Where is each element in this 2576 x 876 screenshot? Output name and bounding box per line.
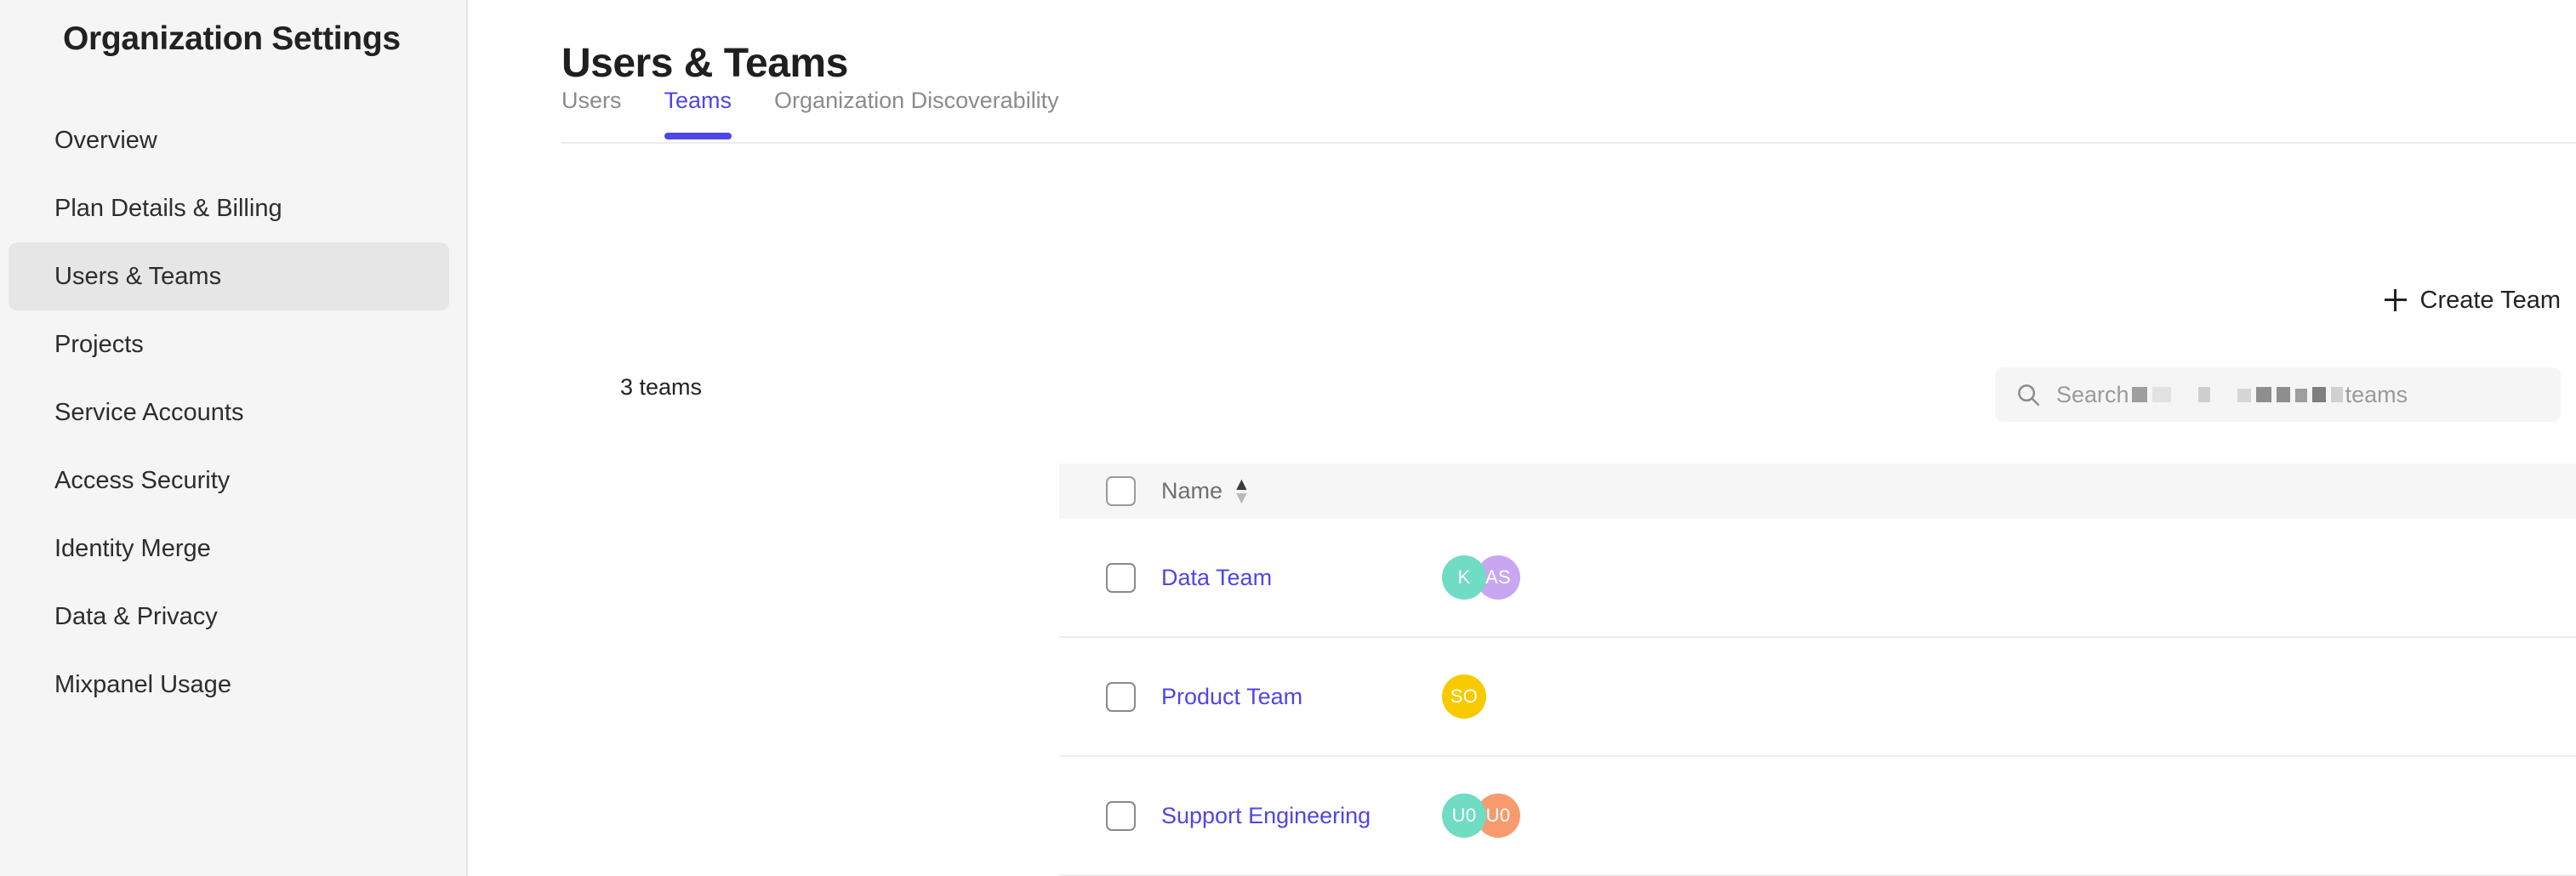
search-icon xyxy=(2018,384,2040,407)
select-all-checkbox[interactable] xyxy=(1106,476,1136,506)
team-count-label: 3 teams xyxy=(620,374,703,400)
redacted-text-block xyxy=(2151,386,2171,402)
row-checkbox[interactable] xyxy=(1106,681,1136,712)
teams-table: Name ▲ ▼ Data Team K AS Product Team SO Suppo… xyxy=(1059,464,2576,876)
search-placeholder: Search teams xyxy=(2056,382,2408,408)
redacted-text-block xyxy=(2294,388,2307,402)
team-name-cell: Product Team xyxy=(1161,684,1442,710)
select-all-cell xyxy=(1059,476,1161,506)
sidebar-item-users-teams[interactable]: Users & Teams xyxy=(9,242,449,310)
avatar-initials: K xyxy=(1457,566,1471,588)
sidebar-nav: Overview Plan Details & Billing Users & Te… xyxy=(0,106,466,719)
sidebar-item-label: Users & Teams xyxy=(54,262,222,290)
team-name-cell: Data Team xyxy=(1161,565,1442,591)
tab-divider xyxy=(561,142,2576,144)
row-select-cell xyxy=(1059,681,1161,712)
column-header-name-label: Name xyxy=(1161,478,1223,503)
table-header-row: Name ▲ ▼ xyxy=(1059,464,2576,519)
team-members-cell: K AS xyxy=(1442,555,2576,600)
table-row: Data Team K AS xyxy=(1059,519,2576,638)
table-row: Product Team SO xyxy=(1059,638,2576,757)
table-body: Data Team K AS Product Team SO Support Engine… xyxy=(1059,519,2576,876)
sidebar-item-projects[interactable]: Projects xyxy=(9,310,449,378)
redacted-text-block xyxy=(2330,386,2343,402)
avatar[interactable]: U0 xyxy=(1442,794,1486,838)
page-title: Users & Teams xyxy=(561,41,848,87)
team-name-link[interactable]: Data Team xyxy=(1161,564,1273,590)
avatar-initials: U0 xyxy=(1485,805,1511,826)
team-name-cell: Support Engineering xyxy=(1161,803,1442,829)
sidebar-item-plan-details-billing[interactable]: Plan Details & Billing xyxy=(9,174,449,242)
sidebar-item-service-accounts[interactable]: Service Accounts xyxy=(9,378,449,447)
sidebar-item-label: Service Accounts xyxy=(54,398,244,426)
search-placeholder-suffix: teams xyxy=(2345,381,2408,407)
sidebar-item-label: Plan Details & Billing xyxy=(54,194,282,222)
row-select-cell xyxy=(1059,800,1161,831)
row-checkbox[interactable] xyxy=(1106,800,1136,831)
sidebar-item-label: Identity Merge xyxy=(54,534,211,562)
main-content: Users & Teams Users Teams Organization Dis… xyxy=(468,0,2576,876)
sidebar-item-identity-merge[interactable]: Identity Merge xyxy=(9,515,449,583)
row-checkbox[interactable] xyxy=(1106,562,1136,593)
tab-organization-discoverability[interactable]: Organization Discoverability xyxy=(774,81,1059,139)
avatar-group: SO xyxy=(1442,674,1486,719)
avatar-initials: SO xyxy=(1450,685,1479,707)
sidebar-item-label: Mixpanel Usage xyxy=(54,670,231,698)
search-placeholder-prefix: Search xyxy=(2056,381,2129,407)
search-input[interactable]: Search teams xyxy=(1995,367,2561,422)
sidebar: Organization Settings Overview Plan Detai… xyxy=(0,0,468,876)
sidebar-item-data-privacy[interactable]: Data & Privacy xyxy=(9,583,449,651)
row-select-cell xyxy=(1059,562,1161,593)
tab-label: Organization Discoverability xyxy=(774,88,1059,113)
tab-bar: Users Teams Organization Discoverability xyxy=(561,81,2576,142)
tab-users[interactable]: Users xyxy=(561,81,622,139)
team-name-link[interactable]: Product Team xyxy=(1161,683,1303,709)
create-team-button[interactable]: Create Team xyxy=(2384,278,2562,322)
column-header-name[interactable]: Name ▲ ▼ xyxy=(1161,475,1442,508)
sidebar-item-overview[interactable]: Overview xyxy=(9,106,449,174)
table-toolbar: 3 teams Search teams xyxy=(561,367,2561,424)
sidebar-item-mixpanel-usage[interactable]: Mixpanel Usage xyxy=(9,651,449,719)
sidebar-item-access-security[interactable]: Access Security xyxy=(9,447,449,515)
avatar[interactable]: K xyxy=(1442,555,1486,600)
sidebar-item-label: Access Security xyxy=(54,466,231,494)
tab-label: Teams xyxy=(664,88,732,113)
sidebar-title: Organization Settings xyxy=(63,20,401,57)
table-row: Support Engineering U0 U0 xyxy=(1059,757,2576,876)
tab-label: Users xyxy=(561,88,622,113)
redacted-text-block xyxy=(2311,386,2326,402)
plus-icon xyxy=(2384,289,2407,311)
avatar-initials: AS xyxy=(1485,566,1511,588)
sidebar-item-label: Data & Privacy xyxy=(54,602,218,630)
redacted-text-block xyxy=(2131,386,2147,402)
avatar-group: K AS xyxy=(1442,555,1520,600)
redacted-text-block xyxy=(2276,386,2290,402)
team-members-cell: SO xyxy=(1442,674,2576,719)
tab-teams[interactable]: Teams xyxy=(664,81,732,139)
team-members-cell: U0 U0 xyxy=(1442,794,2576,838)
create-team-label: Create Team xyxy=(2419,286,2562,314)
sidebar-item-label: Overview xyxy=(54,126,157,154)
redacted-text-block xyxy=(2197,386,2210,402)
avatar[interactable]: SO xyxy=(1442,674,1486,719)
team-name-link[interactable]: Support Engineering xyxy=(1161,802,1371,828)
avatar-group: U0 U0 xyxy=(1442,794,1520,838)
redacted-text-block xyxy=(2255,386,2271,402)
redacted-text-block xyxy=(2237,388,2251,402)
sidebar-item-label: Projects xyxy=(54,330,144,358)
sort-chevron-icon[interactable]: ▲ ▼ xyxy=(1233,475,1251,508)
avatar-initials: U0 xyxy=(1451,805,1477,826)
